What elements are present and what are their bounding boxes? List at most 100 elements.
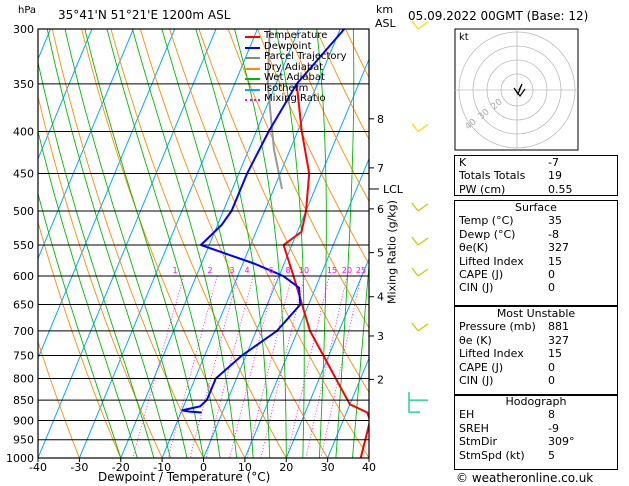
pressure-tick-label: 600	[13, 270, 34, 283]
isotherm-line	[244, 157, 369, 458]
mu-row: CIN (J) 0	[455, 374, 617, 387]
index-key: K	[459, 156, 467, 169]
isotherm-line	[0, 29, 9, 458]
isotherm-line	[38, 29, 176, 360]
wind-barb-flag	[411, 20, 419, 30]
pressure-tick-label: 950	[13, 434, 34, 447]
hodo-table-row: SREH -9	[455, 422, 617, 435]
lcl-label: LCL	[383, 183, 404, 196]
legend-swatch	[245, 36, 260, 38]
hodograph-kt-label: kt	[459, 32, 469, 43]
pressure-tick-label: 700	[13, 325, 34, 338]
hodo-table-title: Hodograph	[505, 395, 567, 408]
isotherm-line	[38, 29, 217, 458]
isotherm-line	[327, 356, 369, 458]
pressure-tick-label: 650	[13, 299, 34, 312]
km-tick-label: 6	[377, 203, 384, 216]
mu-value: 327	[548, 333, 569, 347]
legend-swatch	[245, 99, 260, 101]
hpa-label: hPa	[18, 5, 37, 16]
wind-barb-shaft	[417, 268, 429, 277]
wind-barb-flag	[411, 236, 419, 246]
surface-key: Dewp (°C)	[459, 227, 516, 241]
hodo-table-value: 309°	[548, 435, 575, 449]
index-key: PW (cm)	[459, 182, 506, 196]
surface-key: θe(K)	[459, 241, 489, 255]
mixing-ratio-label: 15	[327, 266, 337, 275]
legend-item: Dewpoint	[243, 41, 347, 53]
mu-key: CAPE (J)	[459, 360, 504, 374]
hodo-table-value: 5	[548, 448, 555, 462]
isotherm-line	[38, 29, 93, 161]
wind-barb	[411, 322, 429, 332]
km-tick-label: 4	[377, 291, 384, 304]
wind-barb-shaft	[417, 203, 429, 212]
mixing-ratio-label: 2	[207, 266, 212, 275]
x-tick-label: -20	[112, 461, 130, 474]
most-unstable-panel: Most Unstable Pressure (mb) 881 θe (K) 327 Li…	[454, 306, 618, 396]
pressure-tick-label: 550	[13, 239, 34, 252]
index-value: 19	[548, 169, 562, 183]
km-tick-label: 3	[377, 330, 384, 343]
surface-value: 327	[548, 241, 569, 255]
legend-swatch	[245, 78, 260, 80]
mixing-ratio-label: 1	[172, 266, 177, 275]
surface-row: CAPE (J) 0	[455, 268, 617, 281]
km-tick-label: 8	[377, 113, 384, 126]
hodo-table-key: EH	[459, 408, 475, 422]
surface-row: Dewp (°C) -8	[455, 228, 617, 241]
copyright: © weatheronline.co.uk	[456, 471, 594, 485]
mu-row: Pressure (mb) 881	[455, 320, 617, 333]
asl-label: ASL	[375, 17, 396, 30]
hodograph-frame	[454, 28, 579, 151]
isotherm-line	[161, 29, 341, 458]
pressure-tick-label: 350	[13, 78, 34, 91]
index-row: PW (cm) 0.55	[455, 183, 617, 196]
parcel-trajectory-line	[266, 29, 283, 190]
isotherm-line	[203, 57, 369, 458]
hodograph-panel: Hodograph EH 8 SREH -9 StmDir 309° StmSpd (kt) 5	[454, 394, 618, 470]
legend-swatch	[245, 88, 260, 91]
hodo-table-value: -9	[548, 421, 559, 435]
legend-label: Parcel Trajectory	[264, 51, 347, 62]
mixing-ratio-axis-label: Mixing Ratio (g/kg)	[385, 200, 399, 304]
km-tick-label: 7	[377, 162, 384, 175]
location-title: 35°41'N 51°21'E 1200m ASL	[58, 8, 231, 22]
mu-row: Lifted Index 15	[455, 347, 617, 360]
x-tick-label: -10	[153, 461, 171, 474]
pressure-tick-label: 500	[13, 205, 34, 218]
wind-barb	[411, 20, 429, 30]
mixing-ratio-label: 3	[229, 266, 234, 275]
km-tick-label: 2	[377, 373, 384, 386]
legend-label: Temperature	[264, 30, 328, 41]
x-tick-label: -30	[70, 461, 88, 474]
index-row: K -7	[455, 156, 617, 169]
wet-adiabat-line	[84, 29, 204, 458]
legend: Temperature Dewpoint Parcel Trajectory Dry …	[243, 30, 347, 105]
wind-barb-flag	[411, 123, 419, 132]
wind-barb-shaft	[417, 21, 429, 30]
x-axis-label: Dewpoint / Temperature (°C)	[98, 470, 271, 484]
hodo-table-key: StmSpd (kt)	[459, 448, 525, 462]
mu-row: θe (K) 327	[455, 334, 617, 347]
wind-barb-flag	[411, 322, 419, 332]
km-tick-label: 5	[377, 247, 384, 260]
index-value: -7	[548, 156, 559, 169]
wind-barb	[411, 267, 429, 277]
wet-adiabat-line	[38, 60, 155, 458]
mixing-ratio-label: 10	[299, 266, 309, 275]
surface-key: Lifted Index	[459, 254, 524, 268]
surface-row: Temp (°C) 35	[455, 214, 617, 227]
legend-item: Dry Adiabat	[243, 62, 347, 74]
index-row: Totals Totals 19	[455, 169, 617, 182]
mixing-ratio-label: 8	[285, 266, 290, 275]
legend-item: Temperature	[243, 30, 347, 42]
wind-barb	[411, 202, 429, 212]
legend-swatch	[245, 67, 260, 70]
legend-item: Wet Adiabat	[243, 72, 347, 84]
mu-row: CAPE (J) 0	[455, 361, 617, 374]
wind-barb	[411, 123, 429, 133]
x-tick-label: 20	[279, 461, 293, 474]
wind-barb-flag	[411, 202, 419, 212]
hodo-table-key: StmDir	[459, 435, 498, 449]
